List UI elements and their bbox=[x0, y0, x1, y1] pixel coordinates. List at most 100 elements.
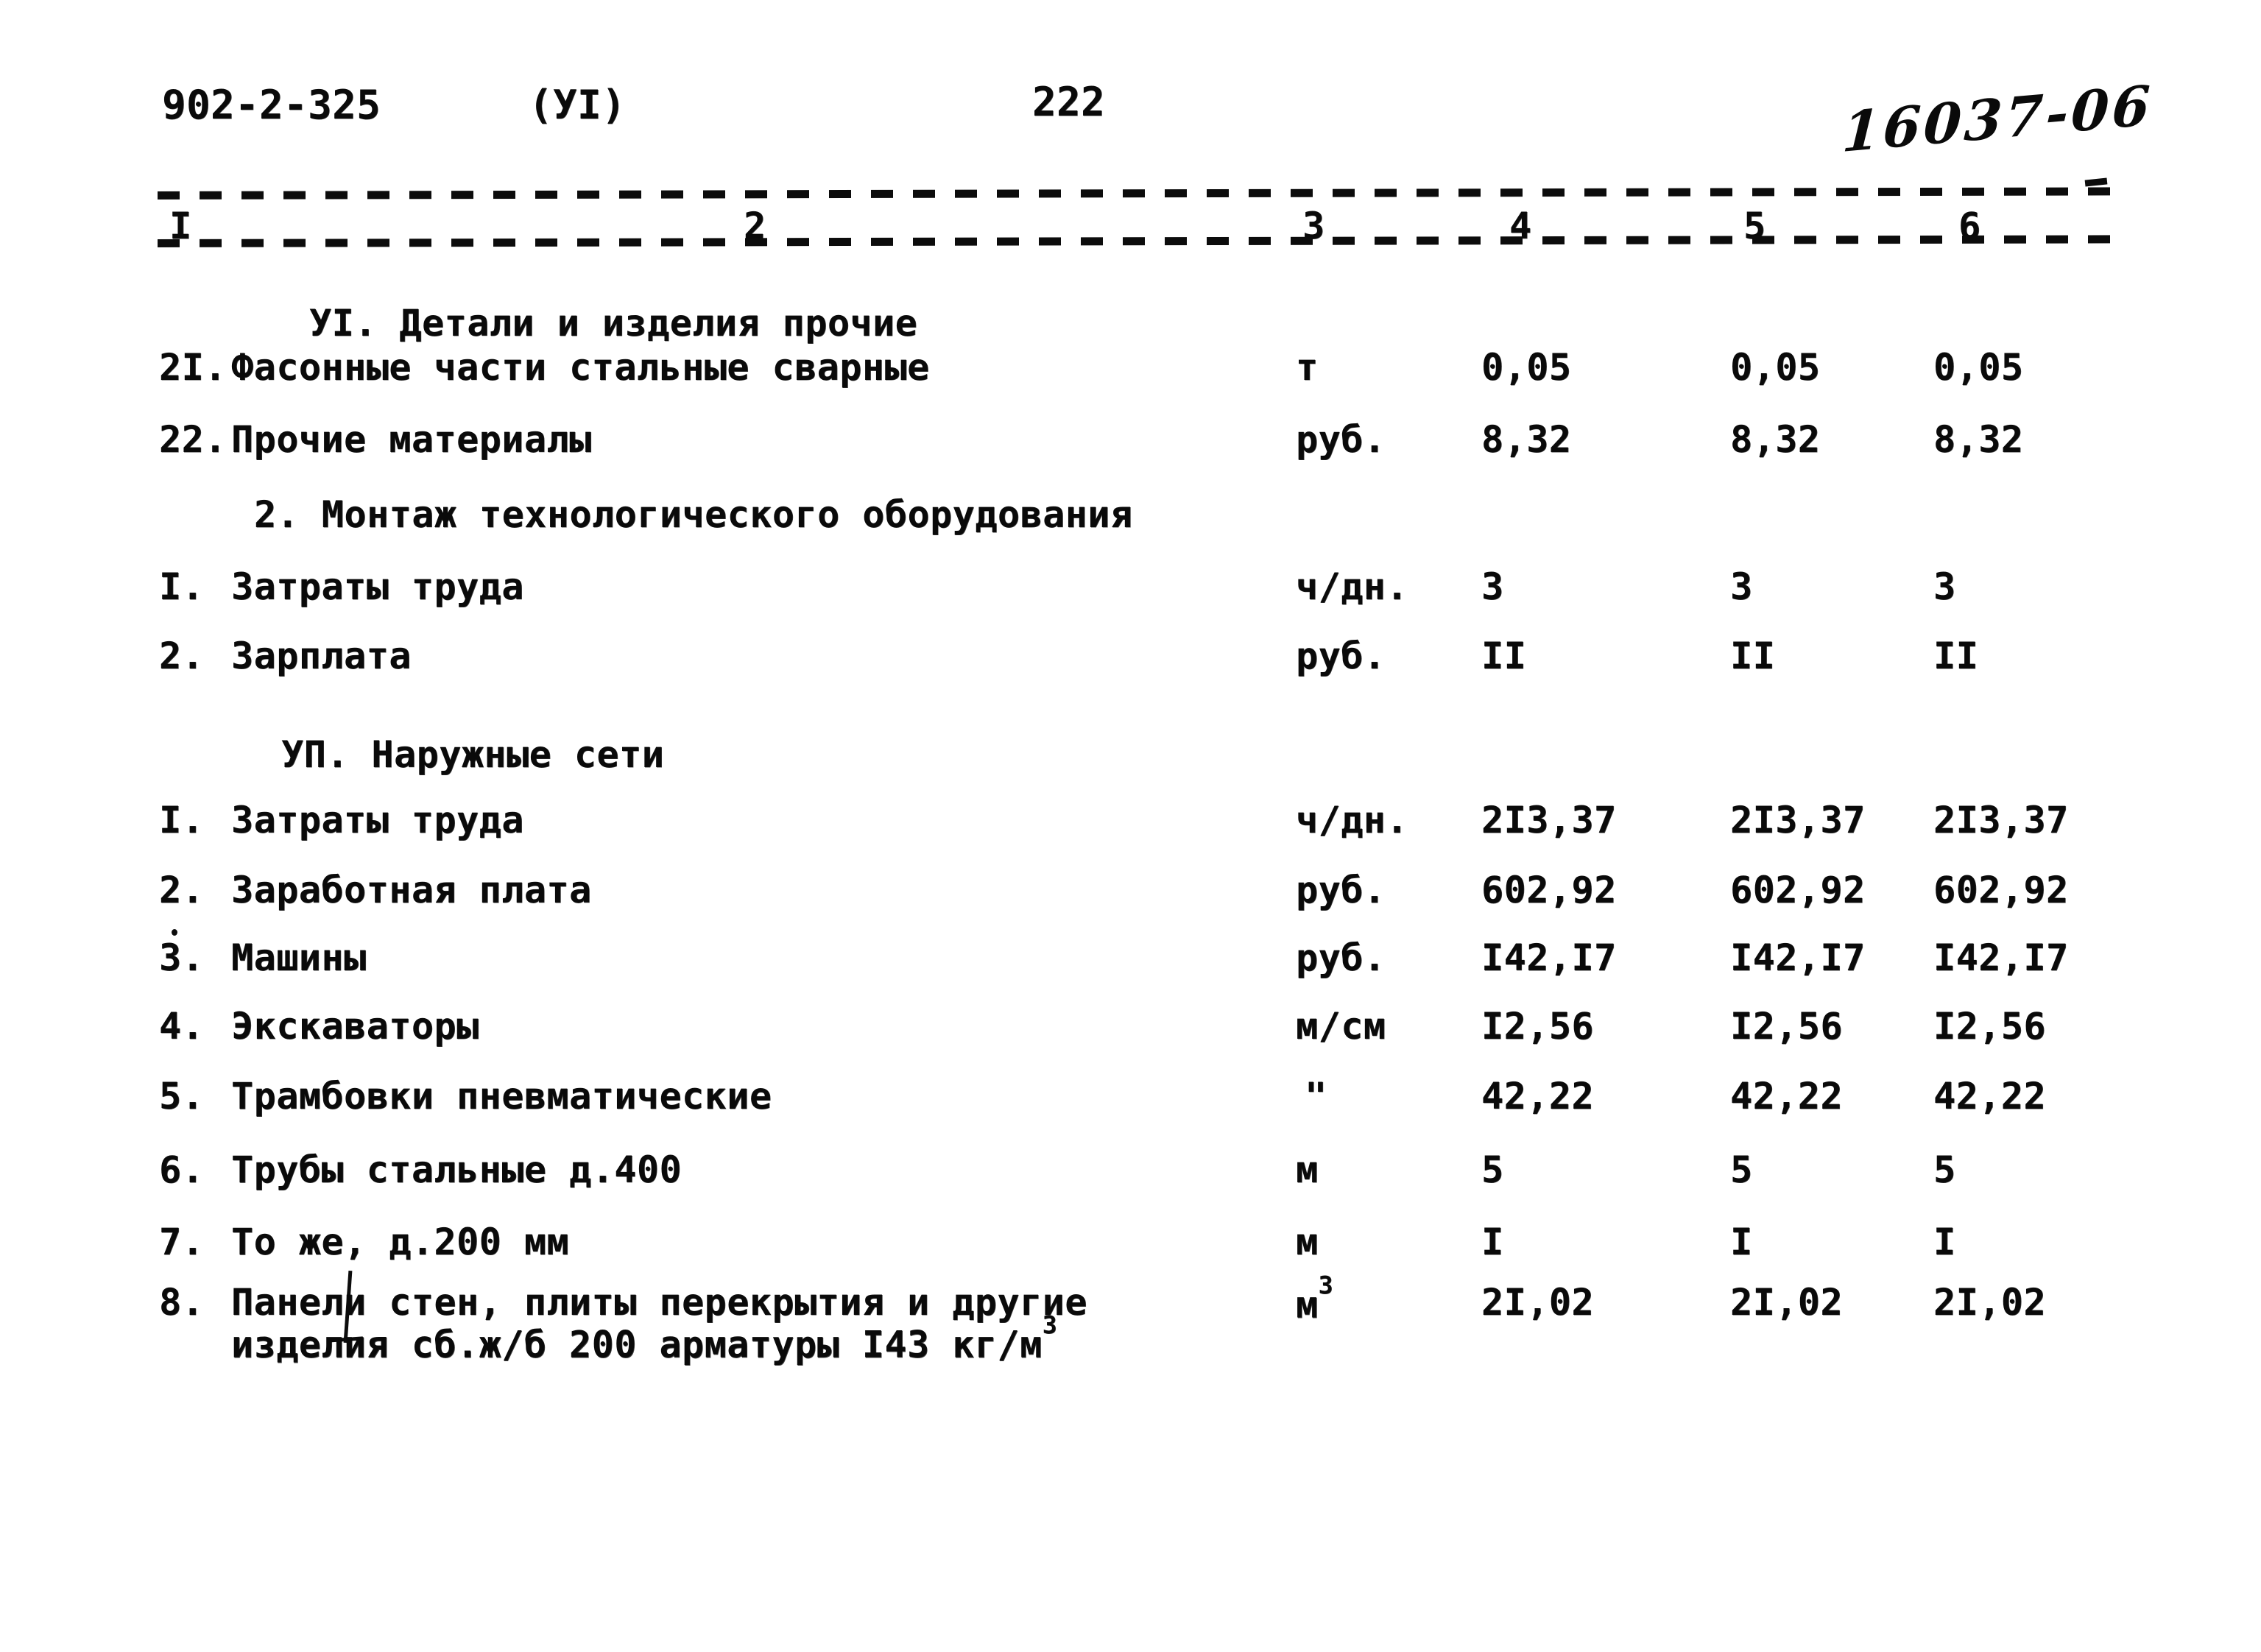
row-name: Машины bbox=[231, 936, 367, 979]
row-value-col4: 8,32 bbox=[1481, 418, 1572, 461]
page-number: 222 bbox=[1032, 79, 1106, 125]
row-unit-ditto: " bbox=[1305, 1075, 1327, 1118]
row-number: 5. bbox=[159, 1075, 205, 1118]
row-value-col5: 5 bbox=[1730, 1148, 1753, 1191]
row-number: I. bbox=[159, 565, 205, 608]
row-value-col5: 0,05 bbox=[1730, 346, 1821, 389]
row-unit: м bbox=[1296, 1221, 1319, 1263]
table-row-21: 2I. Фасонные части стальные сварные т 0,… bbox=[0, 349, 2261, 396]
row-value-col4: 0,05 bbox=[1481, 346, 1572, 389]
table-row: 5. Трамбовки пневматические " 42,22 42,2… bbox=[0, 1078, 2261, 1125]
section-title-2: 2. Монтаж технологического оборудования bbox=[254, 493, 1133, 536]
row-value-col5: 602,92 bbox=[1730, 869, 1866, 911]
row-value-col4: II bbox=[1481, 635, 1527, 677]
section-title-vi: УI. Детали и изделия прочие bbox=[309, 302, 918, 345]
section-title-vii: УП. Наружные сети bbox=[281, 733, 665, 776]
row-unit: руб. bbox=[1296, 418, 1386, 461]
row-name-line1: Панели стен, плиты перекрытия и другие bbox=[231, 1281, 1087, 1324]
row-unit-m3: м3 bbox=[1296, 1273, 1333, 1327]
row-name: Экскаваторы bbox=[231, 1005, 479, 1048]
dashed-rule-top bbox=[157, 187, 2121, 200]
row-number: 2. bbox=[159, 869, 205, 911]
table-row: I. Затраты труда ч/дн. 3 3 3 bbox=[0, 568, 2261, 615]
table-row: I. Затраты труда ч/дн. 2I3,37 2I3,37 2I3… bbox=[0, 802, 2261, 849]
row-name: Затраты труда bbox=[231, 799, 524, 841]
row-number: 4. bbox=[159, 1005, 205, 1048]
row-number: 7. bbox=[159, 1221, 205, 1263]
table-row: 8. Панели стен, плиты перекрытия и други… bbox=[0, 1273, 2261, 1363]
row-value-col6: 2I,02 bbox=[1933, 1281, 2047, 1324]
ink-speck-mark bbox=[172, 929, 177, 936]
dashed-rule-bottom bbox=[157, 235, 2121, 247]
row-value-col5: I bbox=[1730, 1221, 1753, 1263]
row-unit-text: м bbox=[1296, 1283, 1319, 1327]
row-number: I. bbox=[159, 799, 205, 841]
row-value-col5: 2I3,37 bbox=[1730, 799, 1866, 841]
row-value-col4: I42,I7 bbox=[1481, 936, 1617, 979]
row-unit: ч/дн. bbox=[1296, 565, 1409, 608]
table-row: 3. Машины руб. I42,I7 I42,I7 I42,I7 bbox=[0, 939, 2261, 986]
row-value-col4: I bbox=[1481, 1221, 1504, 1263]
row-value-col5: I2,56 bbox=[1730, 1005, 1844, 1048]
row-number: 6. bbox=[159, 1148, 205, 1191]
row-name: Затраты труда bbox=[231, 565, 524, 608]
row-number: 8. bbox=[159, 1281, 205, 1324]
row-value-col6: I42,I7 bbox=[1933, 936, 2069, 979]
row-value-col6: 3 bbox=[1933, 565, 1956, 608]
row-value-col6: 8,32 bbox=[1933, 418, 2024, 461]
stray-dash-mark bbox=[2084, 177, 2108, 187]
row-name: Фасонные части стальные сварные bbox=[231, 346, 930, 389]
column-header-1: I bbox=[169, 205, 192, 247]
doc-series: (УI) bbox=[529, 82, 627, 128]
row-value-col6: I bbox=[1933, 1221, 1956, 1263]
row-name: Трубы стальные д.400 bbox=[231, 1148, 682, 1191]
row-unit: руб. bbox=[1296, 936, 1386, 979]
row-name: То же, д.200 мм bbox=[231, 1221, 570, 1263]
row-unit: руб. bbox=[1296, 869, 1386, 911]
row-value-col5: 2I,02 bbox=[1730, 1281, 1844, 1324]
row-unit: м bbox=[1296, 1148, 1319, 1191]
row-number: 22. bbox=[159, 418, 227, 461]
row-value-col5: 3 bbox=[1730, 565, 1753, 608]
row-value-col6: 602,92 bbox=[1933, 869, 2069, 911]
row-value-col4: 3 bbox=[1481, 565, 1504, 608]
superscript-3: 3 bbox=[1318, 1271, 1333, 1300]
row-value-col5: 8,32 bbox=[1730, 418, 1821, 461]
row-value-col4: 2I,02 bbox=[1481, 1281, 1595, 1324]
row-name-line2: изделия сб.ж/б 200 арматуры I43 кг/м3 bbox=[231, 1313, 1057, 1366]
table-row: 2. Зарплата руб. II II II bbox=[0, 638, 2261, 685]
table-row: 4. Экскаваторы м/см I2,56 I2,56 I2,56 bbox=[0, 1008, 2261, 1055]
table-row: 7. То же, д.200 мм м I I I bbox=[0, 1224, 2261, 1271]
handwritten-archive-number: 16037-06 bbox=[1841, 74, 2155, 165]
row-name: Трамбовки пневматические bbox=[231, 1075, 772, 1118]
table-row: 6. Трубы стальные д.400 м 5 5 5 bbox=[0, 1151, 2261, 1199]
row-value-col4: 2I3,37 bbox=[1481, 799, 1617, 841]
row-value-col6: 2I3,37 bbox=[1933, 799, 2069, 841]
row-name: Прочие материалы bbox=[231, 418, 592, 461]
table-row-22: 22. Прочие материалы руб. 8,32 8,32 8,32 bbox=[0, 421, 2261, 468]
row-value-col6: 0,05 bbox=[1933, 346, 2024, 389]
row-value-col4: 42,22 bbox=[1481, 1075, 1595, 1118]
row-value-col6: 42,22 bbox=[1933, 1075, 2047, 1118]
row-value-col6: II bbox=[1933, 635, 1979, 677]
row-value-col6: I2,56 bbox=[1933, 1005, 2047, 1048]
row-name-line2-text: изделия сб.ж/б 200 арматуры I43 кг/м bbox=[231, 1323, 1043, 1366]
row-value-col5: 42,22 bbox=[1730, 1075, 1844, 1118]
row-unit: ч/дн. bbox=[1296, 799, 1409, 841]
row-value-col4: 5 bbox=[1481, 1148, 1504, 1191]
row-unit: руб. bbox=[1296, 635, 1386, 677]
row-name: Зарплата bbox=[231, 635, 412, 677]
row-unit: т bbox=[1296, 346, 1319, 389]
doc-number: 902-2-325 bbox=[162, 82, 381, 128]
row-number: 2I. bbox=[159, 346, 227, 389]
superscript-3: 3 bbox=[1042, 1310, 1057, 1340]
row-name: Заработная плата bbox=[231, 869, 592, 911]
row-number: 3. bbox=[159, 936, 205, 979]
row-number: 2. bbox=[159, 635, 205, 677]
row-value-col5: I42,I7 bbox=[1730, 936, 1866, 979]
row-value-col4: I2,56 bbox=[1481, 1005, 1595, 1048]
row-value-col6: 5 bbox=[1933, 1148, 1956, 1191]
row-unit: м/см bbox=[1296, 1005, 1386, 1048]
row-value-col5: II bbox=[1730, 635, 1776, 677]
